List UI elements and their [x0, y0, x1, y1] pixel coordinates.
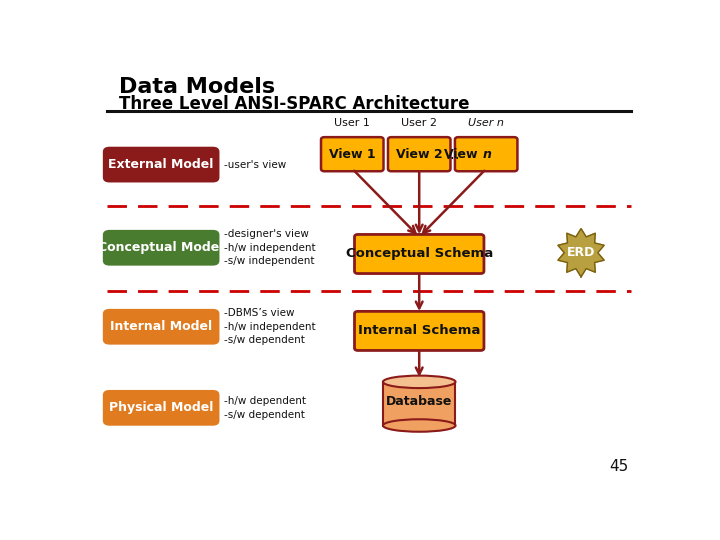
Text: -h/w dependent
-s/w dependent: -h/w dependent -s/w dependent — [224, 396, 306, 420]
Text: Internal Schema: Internal Schema — [358, 325, 480, 338]
Text: -user's view: -user's view — [224, 160, 286, 170]
Text: View 2: View 2 — [396, 148, 443, 161]
Text: Conceptual Schema: Conceptual Schema — [346, 247, 493, 260]
Text: -designer's view
-h/w independent
-s/w independent: -designer's view -h/w independent -s/w i… — [224, 229, 315, 266]
Bar — [383, 382, 456, 426]
FancyBboxPatch shape — [354, 234, 484, 274]
FancyBboxPatch shape — [455, 137, 518, 171]
Text: 45: 45 — [609, 460, 629, 474]
Text: ...: ... — [446, 147, 460, 161]
Text: Three Level ANSI-SPARC Architecture: Three Level ANSI-SPARC Architecture — [119, 94, 469, 113]
Text: Internal Model: Internal Model — [110, 320, 212, 333]
Ellipse shape — [383, 419, 456, 432]
Text: Database: Database — [386, 395, 452, 408]
Text: Physical Model: Physical Model — [109, 401, 213, 414]
Ellipse shape — [383, 376, 456, 388]
Text: Data Models: Data Models — [119, 77, 275, 97]
Text: User 1: User 1 — [334, 118, 370, 128]
Text: View: View — [444, 148, 482, 161]
FancyBboxPatch shape — [388, 137, 451, 171]
FancyBboxPatch shape — [103, 147, 220, 183]
Polygon shape — [558, 228, 604, 277]
Text: User n: User n — [468, 118, 504, 128]
Text: User 2: User 2 — [401, 118, 437, 128]
FancyBboxPatch shape — [103, 390, 220, 426]
FancyBboxPatch shape — [103, 309, 220, 345]
FancyBboxPatch shape — [103, 230, 220, 266]
Text: n: n — [483, 148, 492, 161]
Text: ERD: ERD — [567, 246, 595, 259]
Text: View 1: View 1 — [329, 148, 376, 161]
FancyBboxPatch shape — [354, 312, 484, 350]
Text: External Model: External Model — [109, 158, 214, 171]
Text: -DBMS’s view
-h/w independent
-s/w dependent: -DBMS’s view -h/w independent -s/w depen… — [224, 308, 315, 346]
FancyBboxPatch shape — [321, 137, 384, 171]
Text: Conceptual Model: Conceptual Model — [99, 241, 224, 254]
